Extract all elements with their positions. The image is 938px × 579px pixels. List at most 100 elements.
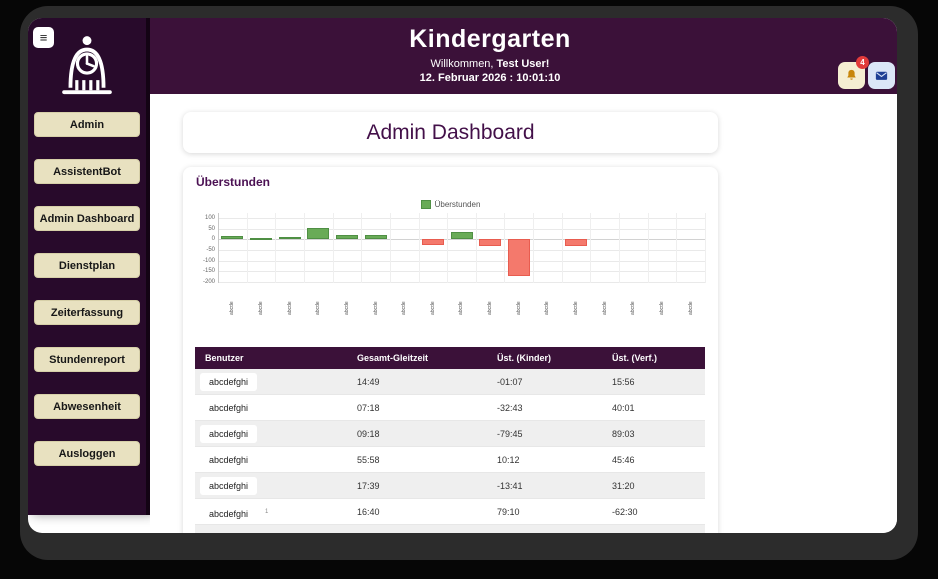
x-tick-text: abcde [458, 301, 465, 315]
gridline [218, 239, 705, 241]
user-name-chip[interactable]: abcdefghi [200, 425, 258, 443]
gleitzeit-cell: 17:39 [357, 481, 380, 491]
bar-abcde-0 [221, 236, 244, 240]
notifications-button[interactable]: 4 [838, 56, 869, 89]
legend-label: Überstunden [434, 200, 481, 209]
header-center: Kindergarten Willkommen, Test User! 12. F… [150, 18, 897, 94]
page-title-card: Admin Dashboard [183, 112, 718, 153]
gleitzeit-cell: 14:49 [357, 377, 380, 387]
table-row: abcdefghi 07:18 -32:43 40:01 [195, 395, 705, 421]
overtime-card: Überstunden Überstunden 100 50 0 -50 -100 -15… [183, 167, 718, 533]
x-tick-label: abcde [361, 289, 390, 315]
x-tick-text: abcde [315, 301, 322, 315]
user-name-chip[interactable]: abcdefghi [200, 477, 258, 495]
gleitzeit-cell: 09:18 [357, 429, 380, 439]
table-row: abcdefghi 17:39 -13:41 31:20 [195, 473, 705, 499]
sidebar-item-zeiterfassung[interactable]: Zeiterfassung [34, 300, 140, 325]
sidebar-item-stundenreport[interactable]: Stundenreport [34, 347, 140, 372]
x-tick-text: abcde [257, 301, 264, 315]
welcome-prefix: Willkommen, [430, 58, 494, 70]
user-name-chip[interactable]: abcdefghi [200, 373, 258, 391]
gridline [619, 213, 621, 283]
x-tick-text: abcde [429, 301, 436, 315]
x-tick-label: abcde [304, 289, 333, 315]
gridline [475, 213, 477, 283]
benutzer-cell: abcdefghi 1 [195, 499, 347, 527]
benutzer-cell: abcdefghi [195, 447, 347, 473]
x-tick-text: abcde [544, 301, 551, 315]
x-tick-text: abcde [487, 301, 494, 315]
gridline [275, 213, 277, 283]
gridline [647, 213, 649, 283]
x-tick-label: abcde [419, 289, 448, 315]
app-title: Kindergarten [409, 25, 571, 53]
benutzer-cell: abcdefghi [195, 421, 347, 447]
kinder-cell: 79:10 [497, 507, 520, 517]
kindergarten-clock-logo [55, 33, 119, 103]
user-name-chip[interactable]: abcdefghi [200, 399, 258, 417]
table-header-row: Benutzer Gesamt-Gleitzeit Üst. (Kinder) … [195, 347, 705, 369]
x-tick-text: abcde [659, 301, 666, 315]
table-body: abcdefghi 14:49 -01:07 15:56 abcdefghi 07:18 -… [195, 369, 705, 533]
sidebar-item-dienstplan[interactable]: Dienstplan [34, 253, 140, 278]
kinder-cell: -01:07 [497, 377, 523, 387]
x-tick-label: abcde [333, 289, 362, 315]
notification-badge: 4 [856, 56, 869, 69]
gridline [218, 217, 705, 219]
main-content: Admin Dashboard Überstunden Überstunden … [150, 94, 897, 533]
benutzer-cell: abcdefghi [195, 473, 347, 499]
gleitzeit-cell: 07:18 [357, 403, 380, 413]
user-name-chip[interactable]: abcdefghi [200, 505, 258, 523]
sidebar: ≡ Admin AssistentBot Admin [28, 18, 150, 515]
sidebar-item-admin-dashboard[interactable]: Admin Dashboard [34, 206, 140, 231]
verf-cell: 89:03 [612, 429, 635, 439]
menu-icon[interactable]: ≡ [33, 27, 54, 48]
gridline [504, 213, 506, 283]
y-tick-label: 100 [204, 214, 215, 221]
gridline [590, 213, 592, 283]
y-tick-label: -50 [206, 246, 215, 253]
gridline [246, 213, 248, 283]
overtime-table: Benutzer Gesamt-Gleitzeit Üst. (Kinder) … [195, 347, 705, 533]
col-verf: Üst. (Verf.) [612, 353, 658, 363]
kinder-cell: -79:45 [497, 429, 523, 439]
gleitzeit-cell: 16:40 [357, 507, 380, 517]
x-tick-text: abcde [343, 301, 350, 315]
bell-icon [847, 69, 856, 80]
sidebar-item-admin[interactable]: Admin [34, 112, 140, 137]
x-tick-text: abcde [229, 301, 236, 315]
x-tick-text: abcde [515, 301, 522, 315]
x-tick-label: abcde [390, 289, 419, 315]
gridline [303, 213, 305, 283]
chart-legend[interactable]: Überstunden [183, 200, 718, 209]
table-row: abcdefghi 1 16:40 79:10 -62:30 [195, 499, 705, 525]
col-gleitzeit: Gesamt-Gleitzeit [357, 353, 429, 363]
table-row: abcdefghi 09:18 -79:45 89:03 [195, 421, 705, 447]
kinder-cell: -32:43 [497, 403, 523, 413]
user-name-chip[interactable]: abcdefghi [200, 451, 258, 469]
window-frame: ≡ Admin AssistentBot Admin [20, 6, 918, 560]
kinder-cell: -13:41 [497, 481, 523, 491]
sidebar-item-ausloggen[interactable]: Ausloggen [34, 441, 140, 466]
mail-button[interactable] [868, 62, 895, 89]
gridline [218, 228, 705, 230]
x-tick-label: abcde [648, 289, 677, 315]
x-tick-label: abcde [504, 289, 533, 315]
gridline [705, 213, 706, 283]
app-header: Kindergarten Willkommen, Test User! 12. F… [150, 18, 897, 94]
gridline [218, 260, 705, 262]
y-tick-label: -100 [202, 257, 215, 264]
sidebar-item-abwesenheit[interactable]: Abwesenheit [34, 394, 140, 419]
verf-cell: -62:30 [612, 507, 638, 517]
benutzer-cell: abcdefghi [195, 395, 347, 421]
x-tick-label: abcde [619, 289, 648, 315]
x-tick-text: abcde [286, 301, 293, 315]
header-icons: 4 [838, 56, 895, 89]
x-tick-label: abcde [676, 289, 705, 315]
table-row: abcdefghi 55:58 10:12 45:46 [195, 447, 705, 473]
x-tick-text: abcde [601, 301, 608, 315]
sidebar-item-assistentbot[interactable]: AssistentBot [34, 159, 140, 184]
verf-cell: 31:20 [612, 481, 635, 491]
name-note: 1 [265, 509, 269, 515]
x-tick-label: abcde [447, 289, 476, 315]
